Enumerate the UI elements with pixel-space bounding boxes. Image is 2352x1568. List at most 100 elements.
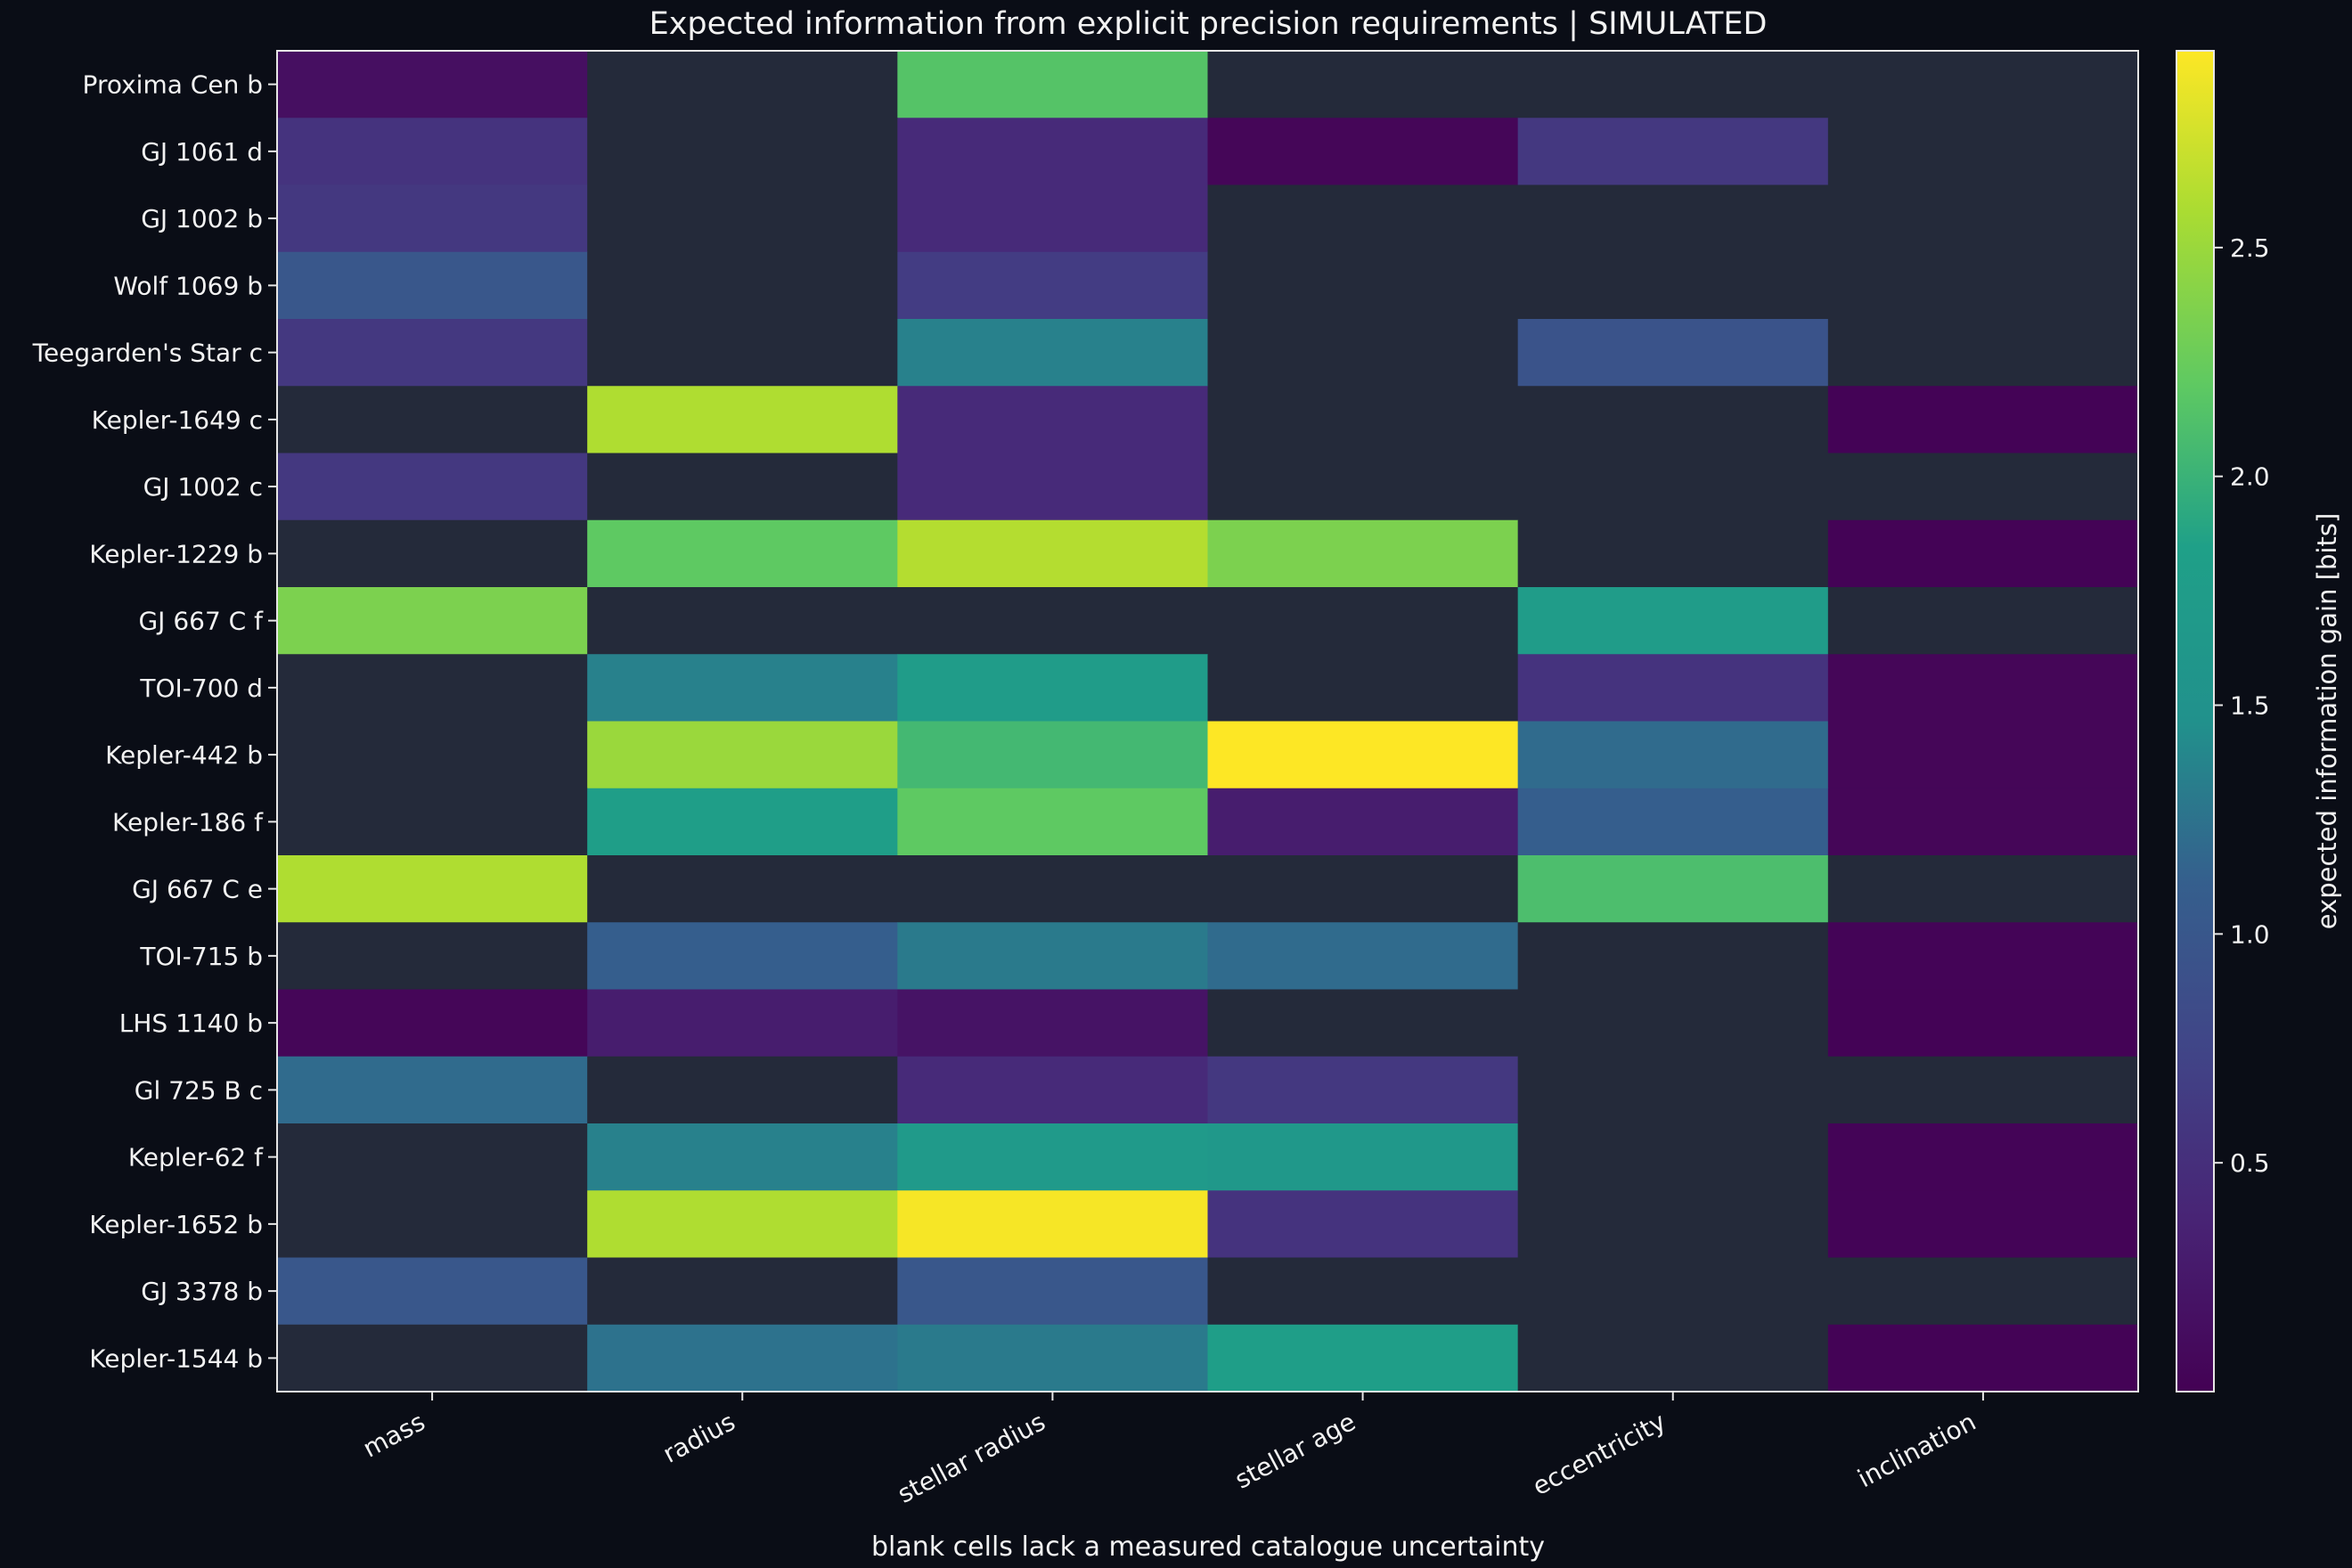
heatmap-cell	[1517, 51, 1829, 118]
heatmap-cell	[897, 989, 1209, 1058]
heatmap-cell	[897, 453, 1209, 521]
heatmap-cell	[1517, 519, 1829, 588]
y-tick-label: LHS 1140 b	[119, 1009, 263, 1038]
heatmap-cell	[587, 51, 898, 118]
heatmap-cell	[897, 1257, 1209, 1326]
heatmap-cell	[1827, 587, 2139, 655]
heatmap-cell	[277, 922, 588, 991]
y-tick-label: Gl 725 B c	[135, 1075, 263, 1105]
heatmap-cell	[1207, 1257, 1519, 1326]
heatmap-cell	[1827, 788, 2139, 856]
heatmap-cell	[277, 587, 588, 655]
heatmap-cell	[1517, 251, 1829, 320]
heatmap-cell	[1827, 922, 2139, 991]
y-tick-label: Kepler-1649 c	[92, 405, 263, 435]
heatmap-cell	[1517, 1056, 1829, 1124]
heatmap-cell	[587, 251, 898, 320]
heatmap-cell	[277, 184, 588, 253]
heatmap-cell	[587, 654, 898, 723]
x-axis-label: blank cells lack a measured catalogue un…	[871, 1531, 1545, 1563]
heatmap-cell	[1207, 51, 1519, 118]
heatmap-cell	[1827, 51, 2139, 118]
y-tick-label: TOI-700 d	[139, 674, 263, 703]
y-tick-label: Kepler-186 f	[112, 807, 264, 837]
heatmap-cell	[897, 251, 1209, 320]
chart-title: Expected information from explicit preci…	[649, 6, 1768, 42]
heatmap-cell	[897, 654, 1209, 723]
heatmap-cell	[277, 788, 588, 856]
heatmap-cell	[1207, 184, 1519, 253]
y-tick-label: Proxima Cen b	[83, 70, 263, 100]
heatmap-cell	[1207, 251, 1519, 320]
y-tick-label: Kepler-62 f	[128, 1143, 264, 1172]
heatmap-cell	[1827, 1257, 2139, 1326]
heatmap-cell	[277, 1056, 588, 1124]
heatmap-cell	[1207, 519, 1519, 588]
heatmap-cell	[1827, 453, 2139, 521]
heatmap-cell	[897, 386, 1209, 454]
heatmap-cell	[277, 519, 588, 588]
heatmap-cell	[587, 184, 898, 253]
heatmap-cell	[587, 1324, 898, 1392]
heatmap-cell	[1517, 453, 1829, 521]
heatmap-cell	[277, 1257, 588, 1326]
heatmap-cell	[1827, 1324, 2139, 1392]
heatmap-cell	[897, 319, 1209, 387]
heatmap-cell	[1207, 1123, 1519, 1191]
heatmap-cell	[587, 1056, 898, 1124]
heatmap-cell	[277, 51, 588, 118]
heatmap-cell	[1827, 118, 2139, 186]
colorbar-tick-label: 2.5	[2230, 233, 2270, 263]
heatmap-cell	[277, 1123, 588, 1191]
y-tick-label: GJ 1002 b	[141, 204, 263, 233]
heatmap-cell	[897, 51, 1209, 118]
heatmap-cell	[1827, 251, 2139, 320]
heatmap-cell	[1517, 1324, 1829, 1392]
heatmap-cell	[277, 1190, 588, 1259]
plot-frame	[276, 50, 2139, 1392]
heatmap-cell	[897, 1123, 1209, 1191]
heatmap-cell	[1207, 1190, 1519, 1259]
y-tick-label: Kepler-1544 b	[89, 1343, 263, 1373]
heatmap-cell	[1827, 386, 2139, 454]
y-tick-label: GJ 667 C e	[132, 875, 263, 904]
heatmap-cell	[1827, 1190, 2139, 1259]
heatmap-cell	[897, 118, 1209, 186]
heatmap-cell	[1827, 1123, 2139, 1191]
heatmap-cell	[587, 989, 898, 1058]
heatmap-cell	[1827, 855, 2139, 923]
y-tick-label: TOI-715 b	[139, 942, 263, 971]
heatmap-cell	[1517, 1257, 1829, 1326]
heatmap-cell	[1517, 118, 1829, 186]
heatmap-cell	[1517, 922, 1829, 991]
y-tick-label: Wolf 1069 b	[113, 271, 263, 300]
heatmap-cell	[1827, 519, 2139, 588]
heatmap-cell	[587, 386, 898, 454]
heatmap-cells	[277, 51, 2139, 1392]
heatmap-cell	[897, 788, 1209, 856]
heatmap-cell	[587, 721, 898, 789]
heatmap-cell	[277, 251, 588, 320]
heatmap-cell	[1207, 922, 1519, 991]
heatmap-cell	[1517, 721, 1829, 789]
heatmap-cell	[1517, 587, 1829, 655]
heatmap-cell	[897, 1324, 1209, 1392]
y-tick-label: Kepler-1652 b	[89, 1210, 263, 1239]
heatmap-cell	[897, 721, 1209, 789]
heatmap-cell	[1207, 587, 1519, 655]
heatmap-cell	[277, 118, 588, 186]
heatmap-cell	[1517, 184, 1829, 253]
heatmap-cell	[1207, 654, 1519, 723]
heatmap-cell	[1827, 721, 2139, 789]
heatmap-cell	[1517, 855, 1829, 923]
heatmap-cell	[1207, 453, 1519, 521]
heatmap-cell	[1207, 989, 1519, 1058]
colorbar-label: expected information gain [bits]	[2312, 513, 2342, 930]
colorbar-tick-label: 1.0	[2230, 919, 2270, 949]
heatmap-cell	[587, 1123, 898, 1191]
heatmap-cell	[1207, 1056, 1519, 1124]
colorbar-ticks: 0.5 1.0 1.5 2.0 2.5	[2214, 233, 2270, 1178]
heatmap-cell	[277, 855, 588, 923]
heatmap-cell	[277, 989, 588, 1058]
